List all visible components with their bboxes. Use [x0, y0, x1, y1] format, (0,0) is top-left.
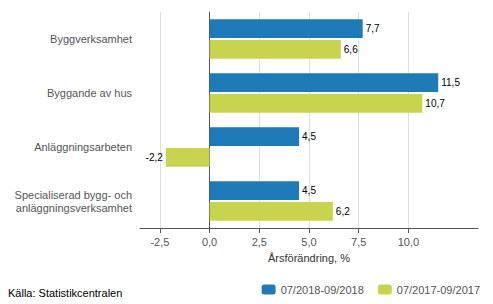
svg-text:4,5: 4,5 — [302, 185, 316, 196]
svg-text:10,7: 10,7 — [425, 98, 445, 109]
svg-text:-2,2: -2,2 — [146, 152, 164, 163]
svg-text:7,5: 7,5 — [351, 236, 366, 248]
svg-text:Årsförändring, %: Årsförändring, % — [268, 252, 350, 264]
svg-text:Byggverksamhet: Byggverksamhet — [50, 33, 132, 45]
svg-text:10,0: 10,0 — [398, 236, 419, 248]
svg-text:Källa: Statistikcentralen: Källa: Statistikcentralen — [8, 287, 122, 299]
svg-text:Specialiserad bygg- och: Specialiserad bygg- och — [15, 189, 132, 201]
svg-text:6,6: 6,6 — [344, 44, 358, 55]
svg-text:07/2018-09/2018: 07/2018-09/2018 — [281, 284, 364, 296]
svg-text:7,7: 7,7 — [366, 23, 380, 34]
svg-text:Anläggningsarbeten: Anläggningsarbeten — [34, 141, 132, 153]
svg-text:5,0: 5,0 — [301, 236, 316, 248]
svg-text:07/2017-09/2017: 07/2017-09/2017 — [397, 284, 480, 296]
svg-text:Byggande av hus: Byggande av hus — [47, 87, 133, 99]
svg-text:6,2: 6,2 — [336, 206, 350, 217]
svg-text:0,0: 0,0 — [202, 236, 217, 248]
svg-text:4,5: 4,5 — [302, 131, 316, 142]
svg-text:-2,5: -2,5 — [150, 236, 169, 248]
svg-text:anläggningsverksamhet: anläggningsverksamhet — [16, 202, 132, 214]
svg-text:11,5: 11,5 — [441, 77, 460, 88]
svg-text:2,5: 2,5 — [252, 236, 267, 248]
